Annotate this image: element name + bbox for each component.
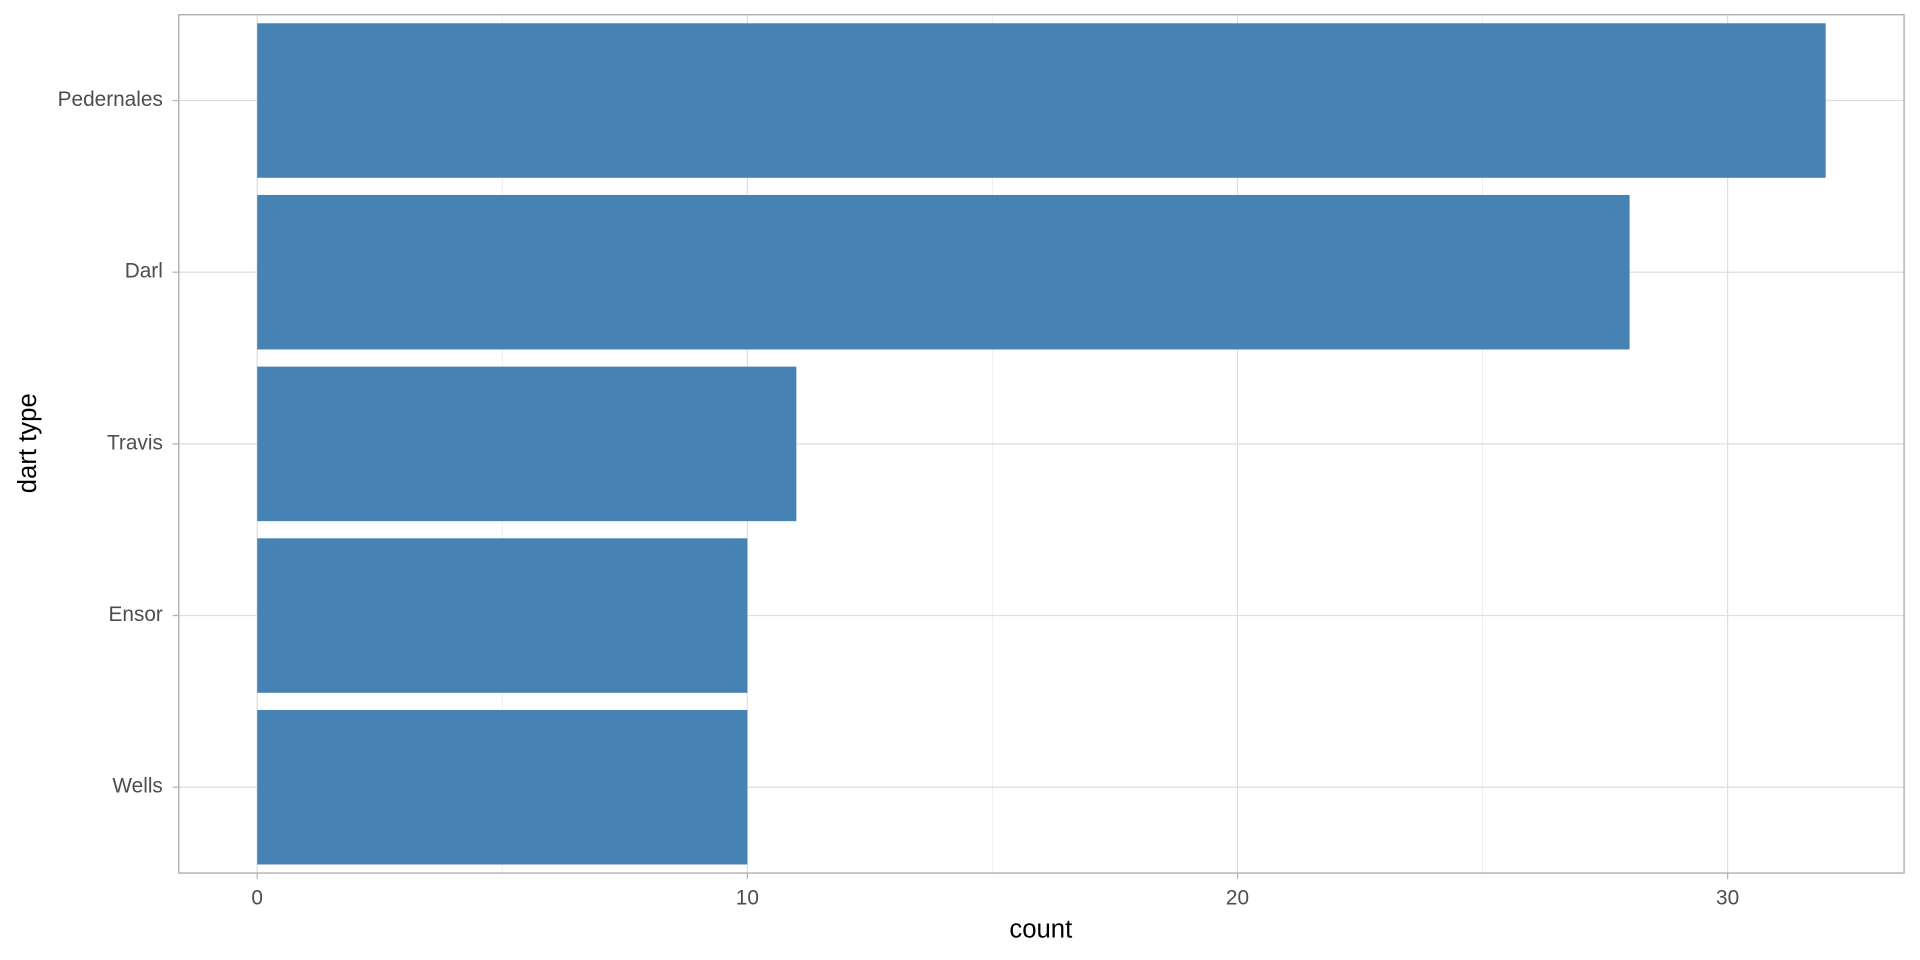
x-tick-label: 20 (1226, 886, 1249, 909)
x-axis-title: count (1009, 915, 1072, 943)
bar (257, 194, 1630, 350)
y-tick-label: Darl (125, 260, 163, 283)
y-tick-label: Travis (107, 431, 163, 454)
bar (257, 366, 797, 522)
y-axis-title: dart type (14, 393, 42, 493)
y-tick-label: Wells (112, 775, 162, 798)
x-tick-label: 0 (251, 886, 263, 909)
y-tick-label: Pedernales (58, 88, 163, 111)
bar (257, 709, 748, 865)
bar (257, 538, 748, 693)
bar (257, 23, 1826, 178)
panel-border (178, 13, 1905, 874)
y-tick-label: Ensor (109, 603, 163, 626)
x-tick-label: 30 (1716, 886, 1739, 909)
x-tick-label: 10 (736, 886, 759, 909)
